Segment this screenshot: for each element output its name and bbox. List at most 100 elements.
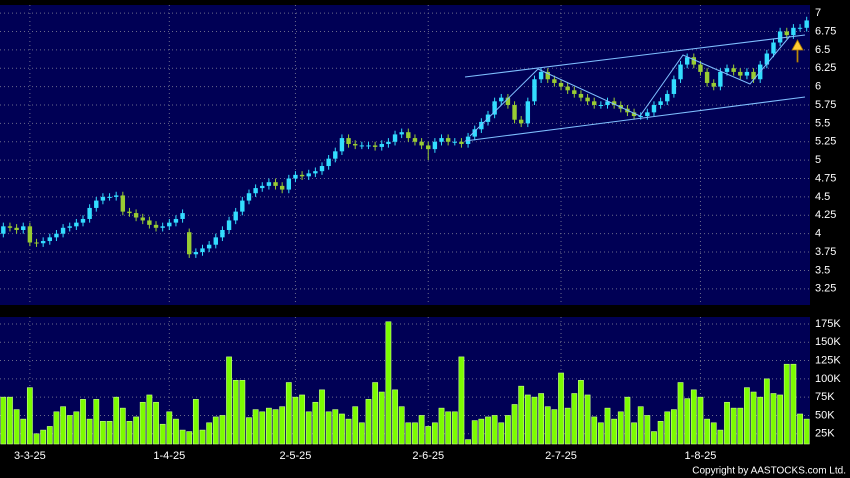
volume-bar bbox=[770, 393, 777, 445]
x-tick-label: 2-5-25 bbox=[280, 450, 312, 462]
candle-body bbox=[678, 64, 683, 80]
x-tick-label: 2-7-25 bbox=[545, 450, 577, 462]
candle-body bbox=[206, 244, 212, 249]
y-tick-label: 5.5 bbox=[815, 117, 830, 129]
candle-body bbox=[27, 226, 33, 243]
volume-bar bbox=[485, 416, 491, 445]
candle-body bbox=[107, 196, 112, 198]
volume-bar bbox=[478, 418, 485, 445]
volume-bar bbox=[93, 399, 100, 445]
candle-body bbox=[153, 224, 159, 228]
candle-body bbox=[40, 241, 46, 244]
candle-body bbox=[764, 53, 770, 65]
marks bbox=[0, 16, 810, 445]
y-tick-label: 6.25 bbox=[815, 62, 836, 74]
y-tick-label: 3.75 bbox=[815, 246, 836, 258]
volume-bar bbox=[86, 418, 93, 445]
volume-bar bbox=[511, 404, 518, 445]
candle-body bbox=[80, 218, 86, 223]
candle-body bbox=[784, 31, 789, 36]
volume-bar bbox=[66, 415, 73, 445]
y-tick-label: 175K bbox=[815, 318, 841, 330]
candle-body bbox=[724, 68, 730, 72]
candle-body bbox=[565, 86, 570, 91]
volume-bar bbox=[538, 393, 545, 445]
volume-bar bbox=[33, 433, 40, 445]
candle-body bbox=[771, 42, 776, 54]
volume-bar bbox=[312, 401, 319, 445]
annotations bbox=[464, 34, 806, 142]
candle-body bbox=[671, 79, 677, 94]
volume-bar bbox=[710, 422, 717, 445]
volume-bar bbox=[724, 401, 730, 445]
candle-body bbox=[273, 182, 278, 186]
volume-bar bbox=[763, 378, 770, 445]
candle-body bbox=[665, 93, 670, 102]
volume-bar bbox=[657, 421, 664, 445]
volume-bar bbox=[425, 426, 432, 445]
volume-bar bbox=[0, 396, 7, 445]
candle-body bbox=[87, 207, 92, 219]
candle-body bbox=[505, 97, 511, 105]
volume-bar bbox=[139, 401, 146, 445]
candle-body bbox=[585, 97, 590, 102]
copyright: Copyright by AASTOCKS.com Ltd. bbox=[692, 466, 846, 477]
candle-body bbox=[731, 68, 736, 72]
candle-body bbox=[638, 116, 643, 118]
volume-bar bbox=[471, 420, 478, 445]
candle-body bbox=[293, 174, 298, 179]
volume-bar bbox=[113, 396, 120, 445]
volume-bar bbox=[717, 429, 724, 445]
candle-body bbox=[113, 195, 119, 197]
candle-body bbox=[140, 217, 145, 221]
volume-bar bbox=[438, 407, 445, 445]
volume-bar bbox=[332, 409, 339, 445]
volume-bar bbox=[226, 356, 232, 445]
volume-bar bbox=[153, 401, 159, 445]
candle-body bbox=[412, 138, 418, 142]
candle-body bbox=[133, 213, 139, 218]
volume-bar bbox=[418, 415, 425, 445]
y-tick-label: 25K bbox=[815, 428, 835, 440]
volume-bar bbox=[239, 380, 246, 445]
y-tick-label: 5.25 bbox=[815, 136, 836, 148]
candle-body bbox=[60, 227, 66, 234]
candle-body bbox=[445, 138, 451, 142]
volume-bar bbox=[199, 429, 206, 445]
volume-bar bbox=[631, 422, 637, 445]
candle-body bbox=[751, 71, 756, 80]
volume-bar bbox=[797, 413, 803, 445]
candle-body bbox=[193, 252, 199, 255]
volume-bar bbox=[690, 389, 697, 445]
candle-body bbox=[392, 134, 398, 142]
candle-body bbox=[406, 132, 411, 139]
candle-body bbox=[744, 71, 750, 76]
y-tick-label: 50K bbox=[815, 409, 835, 421]
candle-body bbox=[718, 71, 723, 87]
candle-body bbox=[279, 185, 285, 190]
candle-body bbox=[306, 173, 311, 177]
volume-bar bbox=[518, 385, 525, 445]
candle-body bbox=[518, 119, 524, 124]
y-tick-label: 150K bbox=[815, 336, 841, 348]
volume-bar bbox=[431, 422, 438, 445]
candle-body bbox=[326, 158, 331, 167]
candle-body bbox=[286, 178, 292, 190]
volume-bar bbox=[564, 407, 571, 445]
volume-bar bbox=[611, 418, 618, 445]
volume-bar bbox=[292, 396, 299, 445]
volume-bar bbox=[790, 363, 797, 445]
volume-bar bbox=[757, 396, 764, 445]
y-tick-label: 3.25 bbox=[815, 283, 836, 295]
volume-bar bbox=[385, 321, 392, 445]
candle-body bbox=[100, 196, 106, 201]
volume-bar bbox=[750, 391, 757, 445]
candle-body bbox=[658, 101, 663, 105]
volume-bar bbox=[319, 389, 325, 445]
volume-bar bbox=[166, 411, 173, 445]
candle-body bbox=[14, 227, 19, 230]
volume-bar bbox=[465, 439, 471, 445]
candle-body bbox=[253, 188, 258, 194]
candle-body bbox=[34, 242, 39, 244]
volume-bar bbox=[206, 422, 213, 445]
